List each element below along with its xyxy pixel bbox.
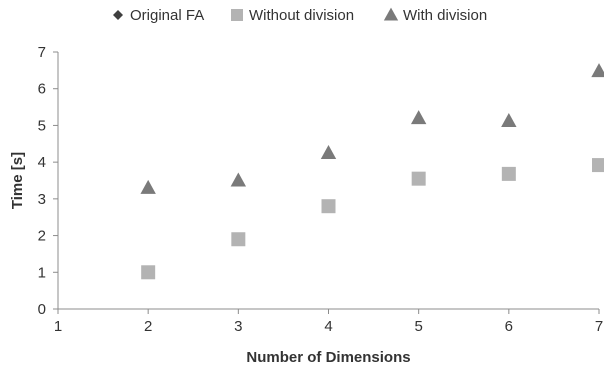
x-tick-label: 5 bbox=[414, 318, 422, 335]
y-axis-title: Time [s] bbox=[9, 152, 26, 209]
legend-label: Original FA bbox=[130, 7, 204, 24]
data-point-triangle bbox=[410, 110, 427, 125]
legend: Original FA Without division With division bbox=[113, 7, 487, 24]
data-points bbox=[140, 63, 604, 280]
x-axis-title: Number of Dimensions bbox=[246, 349, 410, 366]
data-point-square bbox=[411, 171, 426, 186]
x-tick-label: 3 bbox=[234, 318, 242, 335]
data-point-triangle bbox=[140, 179, 156, 194]
x-tick-label: 6 bbox=[505, 318, 513, 335]
y-tick-label: 0 bbox=[38, 301, 46, 318]
legend-marker-square bbox=[231, 9, 243, 21]
y-tick-label: 4 bbox=[38, 154, 46, 171]
legend-label: With division bbox=[403, 7, 487, 24]
y-tick-label: 3 bbox=[38, 191, 46, 208]
x-tick-label: 1 bbox=[54, 318, 62, 335]
y-tick-label: 5 bbox=[38, 117, 46, 134]
data-point-square bbox=[501, 166, 516, 181]
data-point-square bbox=[321, 199, 336, 214]
data-point-triangle bbox=[591, 63, 604, 78]
data-point-square bbox=[141, 265, 156, 280]
y-tick-label: 1 bbox=[38, 264, 46, 281]
data-point-triangle bbox=[501, 113, 517, 128]
x-tick-label: 2 bbox=[144, 318, 152, 335]
legend-marker-diamond bbox=[113, 10, 123, 20]
y-tick-label: 6 bbox=[38, 81, 46, 98]
x-tick-label: 4 bbox=[324, 318, 332, 335]
legend-label: Without division bbox=[249, 7, 354, 24]
data-point-triangle bbox=[230, 172, 247, 187]
y-tick-label: 7 bbox=[38, 44, 46, 61]
legend-marker-triangle bbox=[383, 7, 399, 21]
x-tick-label: 7 bbox=[595, 318, 603, 335]
data-point-triangle bbox=[320, 144, 337, 159]
y-tick-label: 2 bbox=[38, 228, 46, 245]
data-point-square bbox=[592, 158, 604, 173]
data-point-square bbox=[231, 232, 246, 247]
